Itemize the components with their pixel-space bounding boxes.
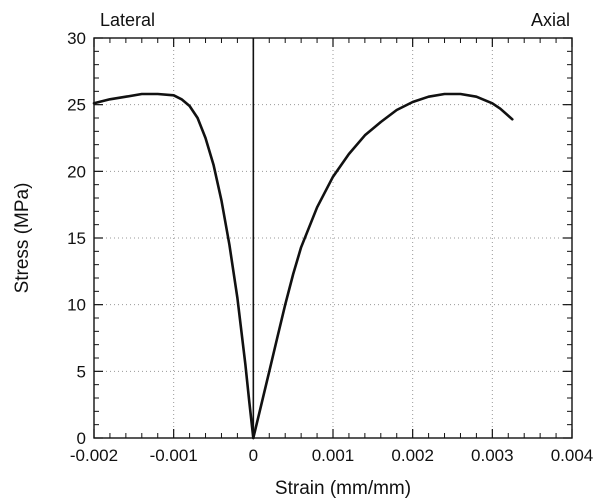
y-tick-label: 10 xyxy=(67,296,86,315)
x-axis-title: Strain (mm/mm) xyxy=(275,478,411,499)
y-tick-label: 25 xyxy=(67,96,86,115)
series-curve-axial xyxy=(252,92,514,440)
y-tick-label: 5 xyxy=(77,362,86,381)
x-tick-label: 0.002 xyxy=(391,446,434,465)
x-tick-label: 0 xyxy=(249,446,258,465)
grid-layer xyxy=(94,38,572,438)
y-tick-label: 20 xyxy=(67,162,86,181)
y-tick-label: 15 xyxy=(67,229,86,248)
x-tick-label: -0.002 xyxy=(70,446,118,465)
x-tick-label: -0.001 xyxy=(150,446,198,465)
annotation-axial: Axial xyxy=(531,10,570,30)
y-axis-title: Stress (MPa) xyxy=(12,183,33,294)
x-tick-label: 0.001 xyxy=(312,446,355,465)
x-tick-label: 0.004 xyxy=(551,446,594,465)
series-curve-lateral xyxy=(92,92,255,440)
series-layer xyxy=(92,92,514,440)
annotation-lateral: Lateral xyxy=(100,10,155,30)
y-tick-label: 30 xyxy=(67,29,86,48)
y-tick-label: 0 xyxy=(77,429,86,448)
x-tick-label: 0.003 xyxy=(471,446,514,465)
tick-label-layer: -0.002 -0.001 0 0.001 0.002 0.003 0.004 0 5 10 15 2… xyxy=(67,29,593,465)
plot-frame xyxy=(93,37,573,439)
